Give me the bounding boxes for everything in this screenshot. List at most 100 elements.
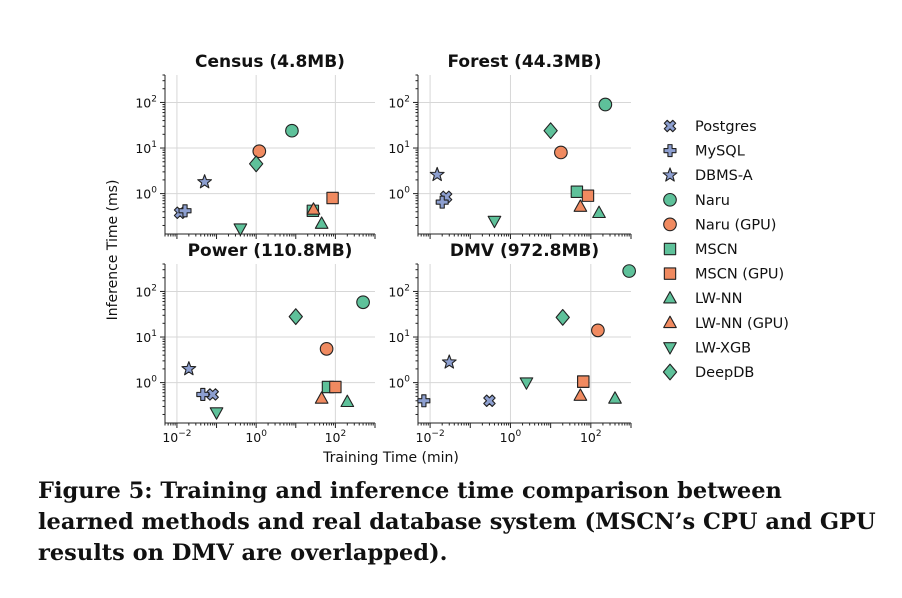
legend-label: DeepDB [695, 365, 754, 381]
x-tick-label: 10−2 [416, 429, 445, 445]
panel-title: DMV (972.8MB) [450, 241, 599, 261]
figure-caption: Figure 5: Training and inference time co… [38, 478, 876, 566]
panel-title: Forest (44.3MB) [447, 52, 601, 72]
point-deepdb [288, 308, 303, 326]
point-deepdb [248, 155, 264, 173]
legend-item-dbms-a: DBMS-A [662, 167, 753, 184]
y-tick-label: 100 [388, 375, 410, 391]
y-tick-label: 101 [135, 140, 157, 156]
panels-layer: 100 101 102 Census (4.8MB) 100 101 102 Forest (… [135, 52, 637, 445]
point-naru-gpu [591, 323, 605, 338]
x-tick-label: 100 [500, 429, 522, 445]
x-axis-label: Training Time (min) [322, 450, 459, 466]
legend-marker-deepdb [662, 363, 678, 381]
legend-item-mscn: MSCN [663, 242, 738, 258]
legend-item-lw-nn-gpu: LW-NN (GPU) [663, 315, 789, 332]
legend: Postgres MySQL DBMS-A Naru Naru (GPU) MSCN MSC… [662, 119, 789, 381]
point-lw-xgb [209, 407, 224, 420]
legend-marker-mysql [663, 144, 677, 158]
legend-marker-dbms-a [662, 167, 678, 182]
legend-item-mscn-gpu: MSCN (GPU) [663, 267, 784, 283]
point-mscn-gpu [329, 380, 342, 394]
panel-power: 100 101 102 10−2 100 102 Power (110.8MB) [135, 241, 376, 445]
legend-marker-mscn [663, 242, 677, 256]
panel-title: Power (110.8MB) [188, 241, 353, 261]
point-dbms-a [429, 166, 445, 182]
panel-dmv: 100 101 102 10−2 100 102 DMV (972.8MB) [388, 241, 637, 445]
point-postgres [483, 394, 496, 408]
legend-label: MySQL [695, 144, 745, 160]
point-postgres [206, 388, 219, 401]
point-dbms-a [181, 361, 197, 376]
point-lw-nn-gpu [573, 199, 588, 212]
x-tick-label: 102 [580, 429, 602, 445]
y-tick-label: 100 [388, 186, 410, 202]
point-naru-gpu [252, 144, 267, 159]
legend-item-lw-xgb: LW-XGB [663, 340, 751, 356]
legend-label: MSCN [695, 242, 738, 258]
point-naru [598, 97, 613, 112]
point-lw-nn [314, 216, 329, 229]
legend-label: Naru (GPU) [695, 217, 776, 233]
point-lw-xgb [487, 215, 502, 229]
y-axis-label: Inference Time (ms) [105, 180, 121, 321]
legend-item-postgres: Postgres [663, 119, 757, 135]
point-mscn [570, 185, 584, 198]
point-lw-nn [592, 205, 606, 219]
x-tick-label: 100 [245, 429, 267, 445]
legend-label: Naru [695, 193, 730, 209]
legend-marker-naru-gpu [663, 217, 677, 232]
panel-forest: 100 101 102 Forest (44.3MB) [388, 52, 632, 239]
point-deepdb [543, 122, 558, 140]
point-mysql [435, 195, 449, 209]
y-tick-label: 100 [135, 186, 157, 202]
legend-item-naru-gpu: Naru (GPU) [663, 217, 776, 233]
point-mscn-gpu [326, 191, 339, 205]
point-dbms-a [197, 174, 213, 189]
point-naru-gpu [554, 145, 568, 160]
y-tick-label: 102 [135, 94, 157, 110]
legend-item-naru: Naru [663, 192, 730, 209]
y-tick-label: 101 [388, 140, 410, 156]
point-lw-xgb [233, 223, 248, 236]
legend-marker-lw-nn-gpu [663, 315, 677, 329]
point-naru [285, 123, 299, 138]
point-lw-nn [608, 391, 622, 404]
y-tick-label: 101 [135, 329, 157, 345]
point-mscn-gpu [577, 375, 590, 388]
legend-marker-naru [663, 192, 677, 207]
point-mysql [417, 394, 431, 408]
legend-label: DBMS-A [695, 168, 753, 184]
y-tick-label: 102 [135, 283, 157, 299]
panel-title: Census (4.8MB) [195, 52, 345, 72]
legend-label: LW-NN (GPU) [695, 316, 789, 332]
point-naru-gpu [319, 342, 334, 356]
legend-item-mysql: MySQL [663, 144, 745, 160]
legend-label: MSCN (GPU) [695, 267, 784, 283]
y-tick-label: 100 [135, 375, 157, 391]
legend-item-lw-nn: LW-NN [663, 291, 742, 307]
point-lw-nn-gpu [314, 391, 329, 404]
point-lw-nn [340, 394, 355, 408]
legend-label: LW-XGB [695, 340, 751, 356]
legend-marker-lw-nn [663, 291, 677, 304]
panel-census: 100 101 102 Census (4.8MB) [135, 52, 376, 239]
point-lw-nn-gpu [573, 388, 588, 401]
point-deepdb [555, 308, 570, 326]
point-mysql [196, 387, 210, 401]
point-mscn-gpu [581, 189, 595, 202]
legend-marker-mscn-gpu [663, 267, 677, 280]
y-tick-label: 102 [388, 283, 410, 299]
point-lw-nn-gpu [306, 202, 321, 215]
legend-label: LW-NN [695, 291, 742, 307]
legend-marker-lw-xgb [663, 342, 677, 355]
x-tick-label: 102 [325, 429, 347, 445]
point-naru [356, 295, 370, 310]
x-tick-label: 10−2 [162, 429, 191, 445]
legend-marker-postgres [663, 119, 677, 133]
point-lw-xgb [519, 377, 534, 390]
point-mysql [178, 204, 192, 218]
y-tick-label: 101 [388, 329, 410, 345]
point-dbms-a [441, 354, 457, 369]
point-naru [622, 264, 637, 278]
